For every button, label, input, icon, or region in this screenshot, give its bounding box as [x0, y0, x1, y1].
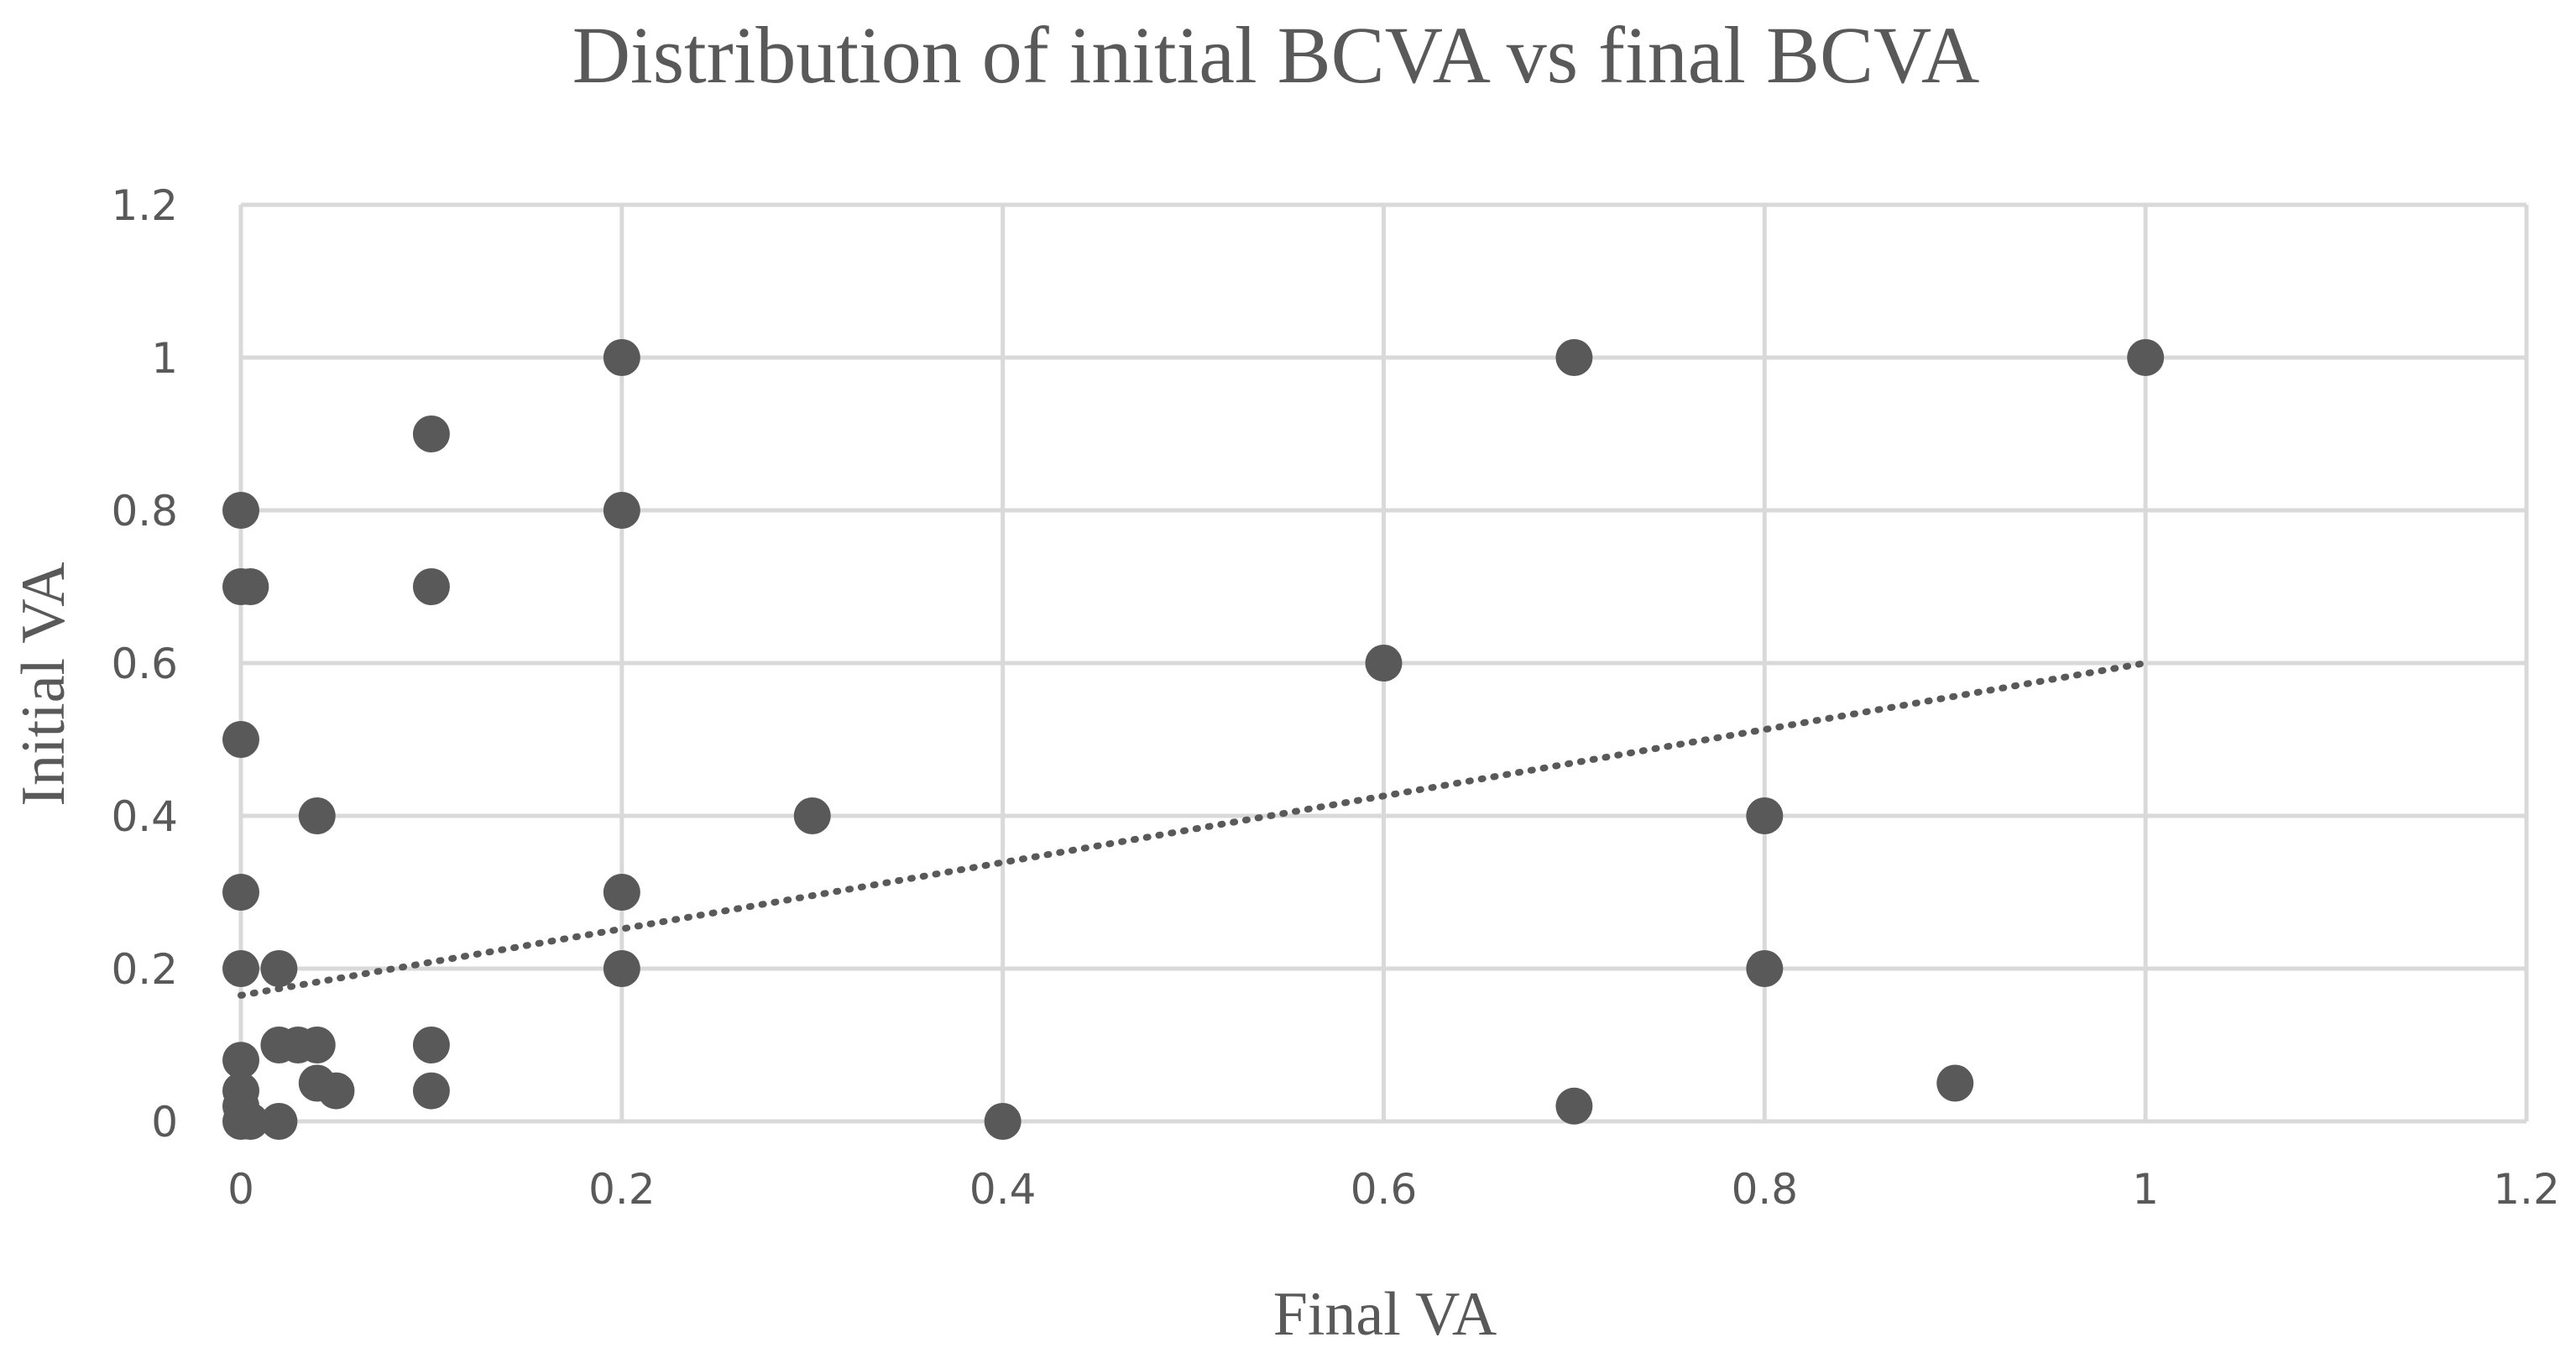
data-point: [1936, 1064, 1974, 1102]
data-point: [603, 950, 640, 987]
data-point: [222, 1042, 259, 1079]
data-point: [232, 1103, 269, 1140]
data-point: [222, 492, 259, 529]
x-tick-labels: 0 0.2 0.4 0.6 0.8 1 1.2: [227, 1165, 2560, 1214]
y-tick-label: 0.4: [111, 792, 178, 841]
y-tick-label: 0.8: [111, 487, 178, 536]
data-point: [298, 797, 336, 834]
data-point: [317, 1072, 355, 1110]
data-point: [222, 721, 259, 758]
data-point: [603, 492, 640, 529]
data-point: [603, 339, 640, 376]
data-point: [1555, 339, 1593, 376]
data-point: [260, 1103, 298, 1140]
data-point: [298, 1027, 336, 1063]
y-tick-label: 1.2: [111, 181, 178, 230]
trendline-group: [238, 660, 2150, 999]
x-axis-title: Final VA: [1273, 1280, 1497, 1348]
data-point: [1746, 797, 1784, 834]
x-tick-label: 0.6: [1351, 1165, 1418, 1214]
data-point: [984, 1103, 1022, 1140]
y-tick-label: 0: [151, 1098, 178, 1147]
x-tick-label: 0.4: [969, 1165, 1037, 1214]
x-tick-label: 0.2: [588, 1165, 656, 1214]
chart-title: Distribution of initial BCVA vs final BC…: [572, 10, 1980, 100]
data-point: [412, 1027, 450, 1063]
x-tick-label: 0: [227, 1165, 254, 1214]
y-tick-label: 0.2: [111, 945, 178, 994]
data-point: [1555, 1087, 1593, 1125]
y-tick-labels: 0 0.2 0.4 0.6 0.8 1 1.2: [111, 181, 178, 1147]
data-point: [232, 568, 269, 605]
data-point: [793, 797, 831, 834]
data-point: [222, 950, 259, 987]
y-tick-label: 0.6: [111, 640, 178, 688]
trendline: [238, 660, 2150, 999]
data-point: [412, 1072, 450, 1110]
data-point: [222, 874, 259, 911]
y-tick-label: 1: [151, 334, 178, 383]
data-point: [2127, 339, 2165, 376]
x-tick-label: 0.8: [1732, 1165, 1799, 1214]
data-points: [222, 339, 2165, 1140]
data-point: [412, 415, 450, 452]
data-point: [1746, 950, 1784, 987]
data-point: [260, 950, 298, 987]
x-tick-label: 1.2: [2493, 1165, 2560, 1214]
y-axis-title: Initial VA: [9, 562, 78, 806]
data-point: [412, 568, 450, 605]
x-tick-label: 1: [2132, 1165, 2159, 1214]
data-point: [603, 874, 640, 911]
data-point: [1365, 645, 1403, 682]
